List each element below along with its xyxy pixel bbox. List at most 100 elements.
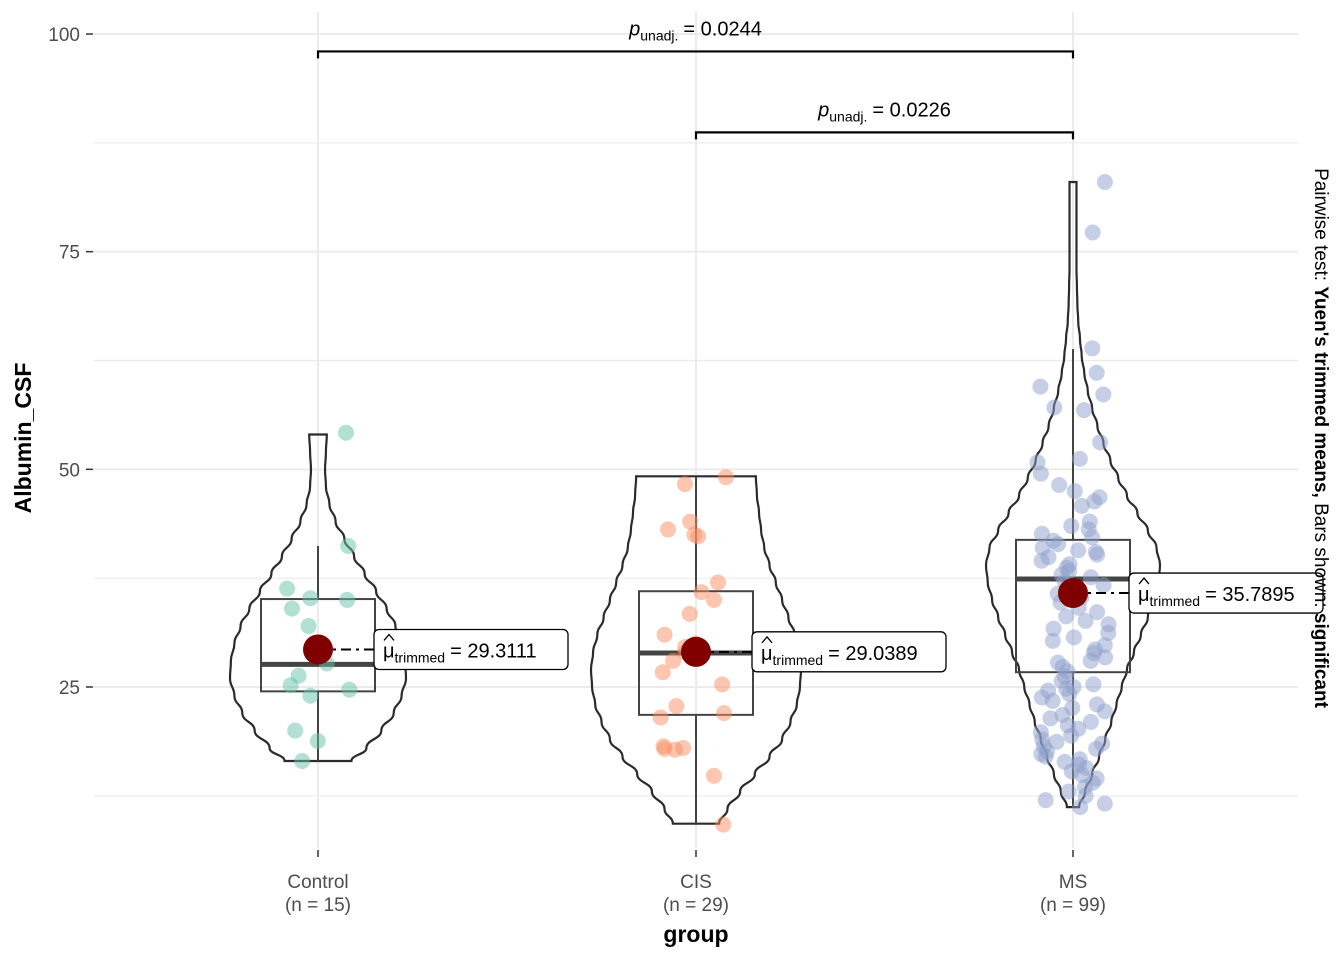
mean-label-box <box>1128 572 1324 614</box>
data-point <box>1050 536 1067 553</box>
mean-value: = 29.3111 <box>450 640 537 662</box>
data-point <box>1032 378 1049 395</box>
data-point <box>339 591 356 608</box>
x-tick-n-label: (n = 29) <box>663 895 729 916</box>
y-axis: 25 50 75 100 <box>48 25 93 699</box>
data-point <box>1089 546 1106 563</box>
data-point <box>1044 692 1061 709</box>
data-point <box>1084 340 1101 357</box>
data-point <box>1063 727 1080 744</box>
caption: Pairwise test: Yuen's trimmed means, Bar… <box>1310 168 1331 709</box>
data-point <box>302 590 319 607</box>
data-point <box>1044 632 1061 649</box>
data-point <box>1037 748 1054 765</box>
data-point <box>1058 608 1075 625</box>
data-point <box>338 424 355 441</box>
trimmed-mean-point <box>1058 578 1088 609</box>
data-point <box>287 722 304 739</box>
trimmed-mean-point <box>303 634 333 665</box>
y-tick-label: 75 <box>59 243 80 264</box>
data-point <box>1046 399 1063 416</box>
p-value-label: punadj. = 0.0244 <box>628 18 762 43</box>
data-point <box>681 605 698 622</box>
data-point <box>1088 364 1105 381</box>
data-point <box>1088 740 1105 757</box>
hat-symbol <box>383 633 395 641</box>
y-tick-label: 50 <box>59 460 80 481</box>
data-point <box>1082 713 1099 730</box>
data-point <box>1045 620 1062 637</box>
data-point <box>1077 612 1094 629</box>
data-point <box>300 618 317 635</box>
data-point <box>1082 652 1099 669</box>
mean-value: = 29.0389 <box>828 643 918 665</box>
data-point <box>1086 493 1103 510</box>
data-point <box>1084 529 1101 546</box>
data-point <box>1096 795 1113 812</box>
data-point <box>1037 792 1054 809</box>
data-point <box>1051 477 1068 494</box>
data-point <box>714 676 731 693</box>
data-point <box>1063 517 1080 534</box>
data-point <box>706 767 723 784</box>
means: μtrimmed = 29.3111 μtrimmed = 29.0389μtrimm… <box>303 572 1324 673</box>
data-point <box>1096 174 1113 191</box>
data-point <box>1100 625 1117 642</box>
data-point <box>676 476 693 493</box>
mean-subscript: trimmed <box>773 652 824 668</box>
data-point <box>309 732 326 749</box>
data-point <box>1089 604 1106 621</box>
data-point <box>717 469 734 486</box>
data-point <box>1085 676 1102 693</box>
data-point <box>690 528 707 545</box>
data-point <box>1071 450 1088 467</box>
mean-subscript: trimmed <box>395 649 446 665</box>
data-point <box>1073 497 1090 514</box>
data-point <box>660 521 677 538</box>
data-point <box>1065 629 1082 646</box>
p-symbol: p <box>628 18 640 40</box>
data-point <box>709 574 726 591</box>
data-point <box>284 600 301 617</box>
data-point <box>693 584 710 601</box>
data-point <box>654 664 671 681</box>
significance-bracket <box>316 50 1075 59</box>
data-point <box>1072 799 1089 816</box>
p-value: = 0.0244 <box>683 18 761 40</box>
data-point <box>715 705 732 722</box>
data-point <box>279 580 296 597</box>
data-point <box>652 709 669 726</box>
data-point <box>340 537 357 554</box>
mean-subscript: trimmed <box>1150 593 1201 609</box>
p-subscript: unadj. <box>829 108 867 124</box>
y-axis-title: Albumin_CSF <box>10 363 36 514</box>
x-tick-label: Control <box>287 872 348 893</box>
mean-label-box <box>751 631 947 673</box>
p-symbol: p <box>817 99 829 121</box>
significance-bracket <box>694 131 1075 140</box>
data-point <box>1076 402 1093 419</box>
y-tick-label: 100 <box>48 25 80 46</box>
data-point <box>665 652 682 669</box>
data-point <box>656 740 673 757</box>
x-tick-n-label: (n = 15) <box>285 895 351 916</box>
data-point <box>282 677 299 694</box>
mean-label: μtrimmed = 29.3111 <box>383 640 537 665</box>
x-tick-label: MS <box>1059 872 1088 893</box>
data-point <box>1096 703 1113 720</box>
caption-middle: Bars shown: <box>1310 498 1331 613</box>
trimmed-mean-point <box>681 636 711 667</box>
data-point <box>1095 577 1112 594</box>
hat-symbol <box>761 635 773 644</box>
data-point <box>1082 569 1099 586</box>
data-point <box>1058 680 1075 697</box>
mean-symbol: μ <box>761 643 773 665</box>
data-point <box>715 816 732 833</box>
caption-bold-significance: significant <box>1310 613 1331 709</box>
mean-label: μtrimmed = 35.7895 <box>1138 584 1295 609</box>
x-tick-n-label: (n = 99) <box>1040 895 1106 916</box>
caption-bold-test: Yuen's trimmed means, <box>1310 286 1331 498</box>
y-tick-label: 25 <box>59 678 80 699</box>
hat-symbol <box>1138 577 1150 585</box>
